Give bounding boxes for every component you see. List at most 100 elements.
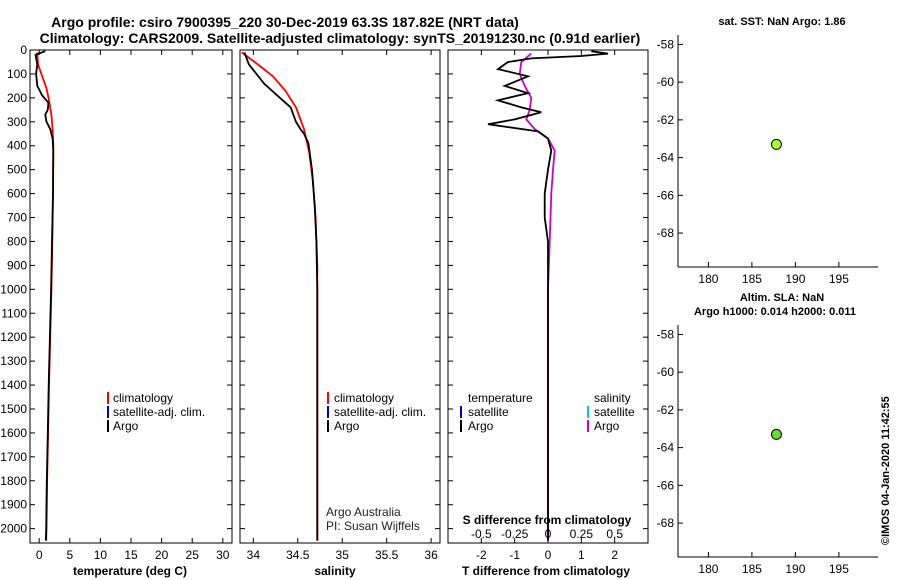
s-tick-label: 0.5 [606, 527, 623, 541]
y-tick-label: 100 [7, 67, 27, 81]
series-argo [243, 52, 319, 541]
legend-t-argo: Argo [468, 419, 494, 433]
x-tick-label: 34 [247, 548, 261, 562]
y-tick-label: -64 [657, 441, 675, 455]
salinity-panel: 34 34.5 35 35.5 36 [239, 49, 441, 562]
y-tick-label: 1400 [0, 378, 27, 392]
legend-satellite-adj: satellite-adj. clim. [113, 405, 205, 419]
s-tick-label: 0 [545, 527, 552, 541]
y-tick-label: -58 [657, 37, 675, 51]
x-tick-label: 180 [698, 562, 718, 576]
difference-panel: -2 -1 0 1 2 -0.5 -0.25 0 0.25 0.5 [447, 49, 649, 562]
legend-satellite-adj: satellite-adj. clim. [334, 405, 426, 419]
series-t-argo [487, 50, 609, 541]
argo-location-marker [770, 138, 782, 150]
temperature-legend: climatology satellite-adj. clim. Argo [107, 391, 205, 433]
sst-map-panel: -58 -60 -62 -64 -66 -68 180 185 190 195 [657, 35, 878, 286]
legend-temperature-title: temperature [468, 391, 533, 405]
x-tick-label: 34.5 [286, 548, 310, 562]
credit-text: Argo Australia [326, 505, 401, 519]
temperature-xlabel: temperature (deg C) [73, 564, 187, 578]
y-tick-label: -58 [657, 327, 675, 341]
x-tick-label: 180 [698, 272, 718, 286]
s-tick-label: -0.5 [471, 527, 492, 541]
x-tick-label: 20 [155, 548, 169, 562]
x-tick-label: 195 [829, 272, 849, 286]
x-tick-label: 25 [186, 548, 200, 562]
sst-map-title: sat. SST: NaN Argo: 1.86 [718, 16, 845, 28]
sla-map-title: Altim. SLA: NaN [740, 292, 824, 304]
x-tick-label: 35 [336, 548, 350, 562]
x-tick-label: 190 [785, 272, 805, 286]
y-tick-label: 1000 [0, 282, 27, 296]
x-tick-label: 185 [742, 562, 762, 576]
x-tick-label: 15 [124, 548, 138, 562]
y-tick-label: -68 [657, 226, 675, 240]
y-tick-label: 500 [7, 163, 27, 177]
s-tick-label: -0.25 [501, 527, 529, 541]
y-tick-label: -66 [657, 478, 675, 492]
y-tick-label: -62 [657, 403, 675, 417]
s-tick-label: 0.25 [570, 527, 594, 541]
y-tick-label: 200 [7, 91, 27, 105]
series-argo [34, 50, 55, 541]
legend-s-satellite: satellite [594, 405, 635, 419]
y-tick-label: 800 [7, 234, 27, 248]
x-tick-label: 35.5 [375, 548, 399, 562]
y-tick-label: 2000 [0, 522, 27, 536]
x-tick-label: -2 [476, 548, 487, 562]
x-tick-label: 10 [94, 548, 108, 562]
salinity-axes-box [239, 49, 441, 544]
timestamp: ©IMOS 04-Jan-2020 11:42:55 [880, 396, 892, 545]
x-tick-label: 190 [785, 562, 805, 576]
salinity-xlabel: salinity [314, 564, 356, 578]
figure-title-line2: Climatology: CARS2009. Satellite-adjuste… [40, 30, 641, 46]
x-tick-label: 0 [36, 548, 43, 562]
difference-legend: temperature satellite Argo salinity sate… [460, 391, 635, 433]
y-tick-label: 0 [20, 43, 27, 57]
sla-map-subtitle: Argo h1000: 0.014 h2000: 0.011 [694, 306, 856, 318]
legend-climatology: climatology [113, 391, 173, 405]
salinity-legend: climatology satellite-adj. clim. Argo [327, 391, 426, 433]
y-tick-label: 1500 [0, 402, 27, 416]
y-tick-label: 1800 [0, 474, 27, 488]
x-tick-label: 1 [578, 548, 585, 562]
y-tick-label: 900 [7, 258, 27, 272]
legend-climatology: climatology [334, 391, 394, 405]
y-tick-label: 1200 [0, 330, 27, 344]
legend-argo: Argo [113, 419, 139, 433]
legend-salinity-title: salinity [594, 391, 631, 405]
figure-title-line1: Argo profile: csiro 7900395_220 30-Dec-2… [51, 14, 519, 30]
y-tick-label: 400 [7, 139, 27, 153]
series-s-argo [518, 52, 556, 541]
x-tick-label: -1 [509, 548, 520, 562]
temperature-panel: 0100200300400500600700800900100011001200… [0, 43, 233, 562]
y-tick-label: 1300 [0, 354, 27, 368]
y-tick-label: 600 [7, 187, 27, 201]
x-tick-label: 0 [545, 548, 552, 562]
x-tick-label: 5 [66, 548, 73, 562]
legend-argo: Argo [334, 419, 360, 433]
y-tick-label: -68 [657, 516, 675, 530]
difference-xlabel: T difference from climatology [462, 564, 630, 578]
difference-sublabel: S difference from climatology [463, 513, 632, 527]
x-tick-label: 30 [216, 548, 230, 562]
y-tick-label: 1700 [0, 450, 27, 464]
sla-map-panel: -58 -60 -62 -64 -66 -68 180 185 190 195 [657, 325, 878, 576]
y-tick-label: -64 [657, 151, 675, 165]
y-tick-label: -66 [657, 188, 675, 202]
y-tick-label: 700 [7, 211, 27, 225]
y-tick-label: 1100 [1, 306, 27, 320]
temperature-axes-box [29, 49, 233, 544]
y-tick-label: -60 [657, 75, 675, 89]
series-climatology [241, 51, 319, 541]
argo-location-marker [770, 428, 782, 440]
x-tick-label: 2 [611, 548, 618, 562]
x-tick-label: 195 [829, 562, 849, 576]
y-tick-label: -60 [657, 365, 675, 379]
y-tick-label: 1900 [0, 498, 27, 512]
x-tick-label: 36 [424, 548, 438, 562]
legend-t-satellite: satellite [468, 405, 509, 419]
y-tick-label: 1600 [0, 426, 27, 440]
